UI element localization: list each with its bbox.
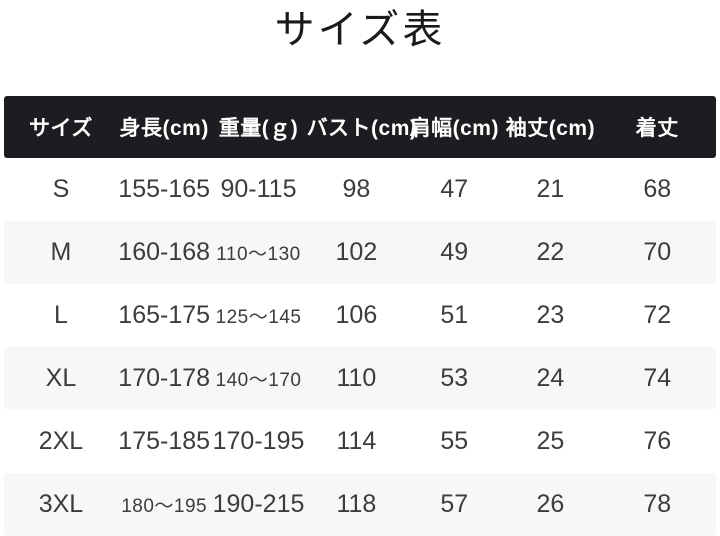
column-header: バスト(cm) xyxy=(306,96,417,158)
table-cell: 170-195 xyxy=(212,427,305,455)
table-cell: 155-165 xyxy=(118,175,211,203)
table-row: L 165-175 125〜145 106 51 23 72 xyxy=(4,284,716,347)
table-cell: 74 xyxy=(598,347,716,410)
column-header: 身長(cm) xyxy=(117,96,211,158)
table-cell: 106 xyxy=(335,301,378,329)
size-label-cell: L xyxy=(54,301,68,329)
table-cell: 118 xyxy=(306,473,407,536)
table-cell: 70 xyxy=(598,221,716,284)
table-cell: 21 xyxy=(536,175,565,203)
table-body: S 155-165 90-115 98 47 21 68 M 160-168 110〜130 102… xyxy=(4,158,716,536)
column-header: 袖丈(cm) xyxy=(502,96,599,158)
table-cell: 190-215 xyxy=(210,473,307,536)
column-header: サイズ xyxy=(4,96,118,158)
table-cell: 24 xyxy=(502,347,599,410)
table-cell: 160-168 xyxy=(117,221,211,284)
table-cell: 110〜130 xyxy=(210,221,307,284)
table-cell: 72 xyxy=(643,301,672,329)
page-title: サイズ表 xyxy=(274,8,446,52)
size-label-cell: S xyxy=(52,175,70,203)
table-cell: 51 xyxy=(440,301,469,329)
size-label-cell: XL xyxy=(4,347,118,410)
table-cell: 98 xyxy=(342,175,371,203)
column-header: 肩幅(cm) xyxy=(406,96,503,158)
table-cell: 57 xyxy=(406,473,503,536)
size-label-cell: 3XL xyxy=(4,473,118,536)
table-row: S 155-165 90-115 98 47 21 68 xyxy=(4,158,716,221)
table-cell: 47 xyxy=(440,175,469,203)
size-label-cell: 2XL xyxy=(38,427,84,455)
size-table: サイズ 身長(cm) 重量(ｇ) バスト(cm) 肩幅(cm) 袖丈(cm) 着丈 S 155… xyxy=(4,96,716,536)
table-cell: 165-175 xyxy=(118,301,211,329)
table-cell: 110 xyxy=(306,347,407,410)
size-label-cell: M xyxy=(4,221,118,284)
table-row: 3XL 180〜195 190-215 118 57 26 78 xyxy=(4,473,716,536)
table-cell: 114 xyxy=(336,427,377,455)
table-cell: 125〜145 xyxy=(215,307,302,328)
table-cell: 25 xyxy=(536,427,565,455)
table-cell: 22 xyxy=(502,221,599,284)
table-row: XL 170-178 140〜170 110 53 24 74 xyxy=(4,347,716,410)
table-cell: 76 xyxy=(643,427,672,455)
table-cell: 102 xyxy=(306,221,407,284)
column-header: 重量(ｇ) xyxy=(210,96,307,158)
table-cell: 55 xyxy=(440,427,469,455)
table-cell: 78 xyxy=(598,473,716,536)
table-cell: 53 xyxy=(406,347,503,410)
table-row: 2XL 175-185 170-195 114 55 25 76 xyxy=(4,410,716,473)
table-cell: 170-178 xyxy=(117,347,211,410)
table-cell: 68 xyxy=(643,175,672,203)
table-cell: 175-185 xyxy=(118,427,211,455)
table-cell: 140〜170 xyxy=(210,347,307,410)
table-cell: 26 xyxy=(502,473,599,536)
table-cell: 180〜195 xyxy=(117,473,211,536)
table-cell: 23 xyxy=(536,301,565,329)
header-row: サイズ 身長(cm) 重量(ｇ) バスト(cm) 肩幅(cm) 袖丈(cm) 着丈 xyxy=(4,96,716,158)
column-header: 着丈 xyxy=(598,96,716,158)
table-cell: 49 xyxy=(406,221,503,284)
table-row: M 160-168 110〜130 102 49 22 70 xyxy=(4,221,716,284)
table-cell: 90-115 xyxy=(220,175,297,203)
